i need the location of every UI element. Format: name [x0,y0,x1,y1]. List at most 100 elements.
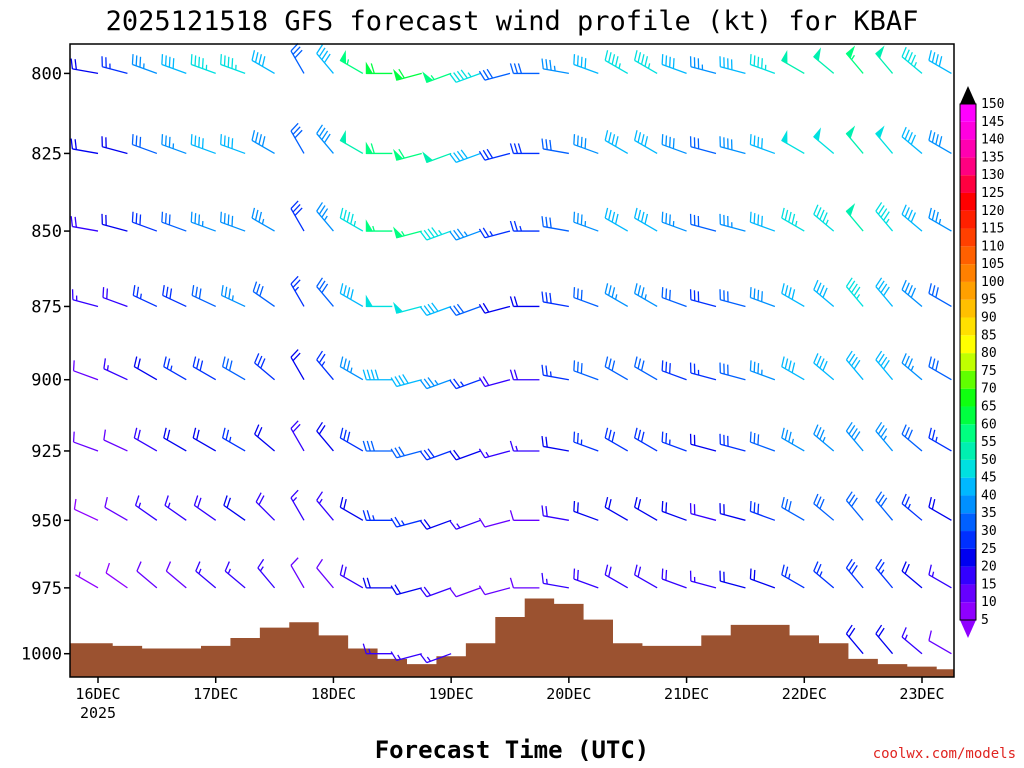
wind-barb [290,489,305,521]
wind-barb [101,213,128,232]
wind-barb [573,431,599,452]
wind-barb [813,561,835,589]
wind-barb [478,227,511,239]
wind-barb [781,283,805,308]
y-tick-label: 875 [31,297,62,317]
wind-barb [781,564,805,589]
colorbar-label: 50 [981,453,997,468]
wind-barb [661,287,687,308]
wind-barb [251,207,275,232]
wind-barb [845,45,864,74]
wind-barb [478,302,511,314]
wind-barb [875,202,894,232]
wind-barb [131,211,158,232]
wind-barb [875,491,894,521]
wind-barb [220,211,246,232]
wind-barb [541,58,569,75]
wind-barb [689,433,717,452]
wind-barb [393,226,422,239]
wind-barb [928,50,952,74]
wind-barb [193,495,217,521]
wind-barb [133,356,158,381]
wind-barb [901,493,923,521]
colorbar-label: 115 [981,222,1004,237]
wind-barb [290,200,305,232]
wind-barb [604,50,629,74]
wind-barb [221,427,246,452]
colorbar-label: 90 [981,311,997,326]
wind-barb [845,491,864,521]
wind-barb [749,500,776,521]
x-tick-label: 19DEC [429,685,474,703]
x-tick-label: 23DEC [899,685,944,703]
wind-barb [362,643,393,655]
wind-barb [541,291,569,308]
wind-barb [422,71,452,83]
wind-barb [661,134,687,155]
wind-barb [220,285,246,308]
wind-barb [419,227,452,241]
colorbar-label: 65 [981,399,997,414]
wind-barb [633,130,658,155]
wind-barb [390,374,422,388]
wind-barb [70,58,99,75]
wind-barb [224,561,246,589]
wind-barb [509,296,540,308]
colorbar-label: 30 [981,524,997,539]
colorbar-max-arrow [960,86,976,104]
wind-barb [901,561,923,589]
wind-barb [162,285,187,308]
wind-barb [928,427,952,452]
wind-barb [928,564,952,589]
wind-barb [190,211,216,232]
wind-barb [71,289,99,308]
y-tick-label: 900 [31,371,62,391]
wind-barb [478,68,511,81]
colorbar-label: 70 [981,382,997,397]
wind-barb [449,449,481,461]
colorbar-label: 150 [981,97,1004,112]
wind-barb [689,362,717,381]
colorbar-segment [960,602,976,620]
x-tick-label: 16DEC [75,685,120,703]
wind-barb [103,358,128,381]
colorbar-label: 15 [981,577,997,592]
wind-barb [161,134,187,155]
colorbar-label: 95 [981,293,997,308]
wind-barb [509,577,540,589]
colorbar-segment [960,477,976,496]
wind-barb [316,491,334,521]
wind-barb [393,301,422,314]
wind-barb [422,151,452,163]
wind-barb [749,360,776,381]
colorbar-segment [960,531,976,549]
wind-barb [633,50,658,74]
wind-barb [689,503,717,521]
wind-barb [449,303,481,316]
wind-barb [813,204,835,232]
wind-barb [131,54,158,75]
wind-barb [365,61,393,75]
wind-barb [875,45,894,74]
wind-barb [316,44,334,74]
colorbar-label: 140 [981,133,1004,148]
colorbar-label: 5 [981,613,989,628]
wind-barb [781,497,805,521]
wind-barb [105,562,128,589]
wind-barb [190,54,216,75]
colorbar-label: 130 [981,168,1004,183]
wind-barb [928,283,952,308]
colorbar-label: 55 [981,435,997,450]
wind-barb [573,360,599,381]
terrain-fill [70,598,954,677]
wind-barb [661,500,687,521]
wind-barb [749,54,776,75]
wind-barb [221,356,246,381]
wind-barb [254,353,275,381]
wind-barb [661,360,687,381]
wind-barb [719,503,746,521]
y-tick-label: 950 [31,511,62,531]
wind-barb [362,510,393,521]
wind-barb [316,124,334,154]
wind-barb [604,497,629,521]
